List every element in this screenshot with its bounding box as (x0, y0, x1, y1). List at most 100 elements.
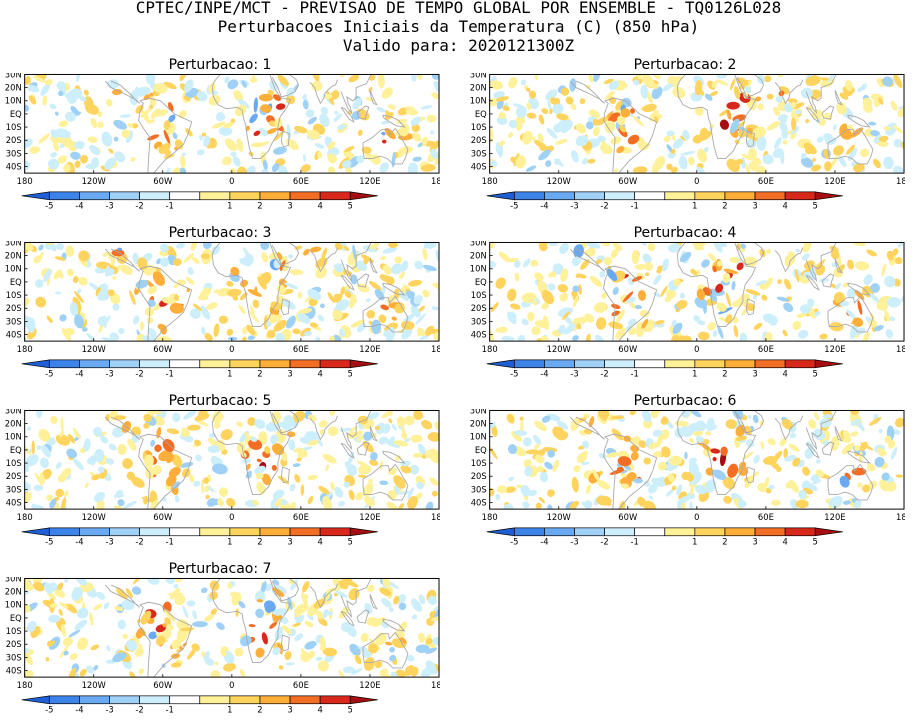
anomaly-cell (800, 152, 807, 159)
anomaly-cell (570, 103, 577, 111)
anomaly-cell (69, 653, 78, 661)
anomaly-cell (595, 116, 609, 126)
anomaly-cell (571, 476, 579, 493)
anomaly-cell (276, 252, 283, 261)
anomaly-cell (24, 464, 30, 473)
anomaly-cell (65, 603, 78, 614)
lon-label: 180 (17, 176, 33, 186)
anomaly-cell (782, 329, 788, 337)
anomaly-cell (633, 478, 644, 484)
colorbar-label: 4 (317, 705, 322, 715)
anomaly-field (24, 74, 440, 174)
colorbar-arrow-left (486, 359, 515, 369)
anomaly-cell (309, 322, 319, 328)
anomaly-cell (368, 280, 382, 291)
colorbar-label: 2 (257, 369, 262, 379)
anomaly-cell (363, 256, 369, 265)
anomaly-cell (248, 624, 256, 628)
anomaly-cell (307, 414, 317, 422)
anomaly-cell (93, 492, 105, 503)
panel-title: Perturbacao: 1 (168, 57, 272, 73)
anomaly-cell (520, 419, 524, 434)
anomaly-cell (523, 459, 532, 468)
anomaly-cell (173, 258, 182, 266)
anomaly-cell (265, 421, 281, 432)
anomaly-cell (716, 260, 723, 267)
coastline (827, 463, 874, 501)
colorbar-label: -1 (166, 201, 174, 211)
anomaly-cell (679, 251, 692, 263)
anomaly-cell (181, 152, 186, 157)
anomaly-cell (381, 120, 390, 125)
colorbar-label: -3 (105, 201, 113, 211)
anomaly-cell (242, 253, 254, 267)
anomaly-cell (802, 466, 811, 476)
anomaly-cell (790, 499, 799, 509)
anomaly-cell (72, 276, 79, 284)
lat-label: EQ (475, 109, 487, 119)
anomaly-cell (330, 481, 335, 491)
anomaly-cell (135, 86, 151, 97)
anomaly-cell (870, 130, 880, 137)
anomaly-cell (846, 309, 856, 320)
anomaly-cell (833, 145, 845, 156)
anomaly-cell (105, 413, 110, 422)
anomaly-cell (220, 649, 227, 657)
anomaly-cell (327, 166, 336, 174)
anomaly-cell (24, 297, 30, 307)
anomaly-cell (394, 669, 406, 678)
anomaly-cell (357, 129, 363, 136)
anomaly-cell (873, 134, 883, 144)
colorbar-segment (289, 695, 321, 705)
lon-label: 60W (153, 176, 172, 186)
coastline (362, 631, 409, 669)
anomaly-cell (333, 592, 338, 597)
anomaly-cell (101, 131, 113, 147)
anomaly-cell (598, 453, 608, 459)
anomaly-cell (535, 466, 545, 473)
anomaly-cell (761, 294, 768, 301)
anomaly-cell (418, 594, 426, 605)
lon-label: 60E (758, 344, 774, 354)
anomaly-cell (335, 299, 350, 311)
anomaly-cell (608, 80, 619, 91)
anomaly-cell (755, 280, 768, 286)
lat-label: 30S (471, 484, 487, 494)
anomaly-cell (407, 654, 415, 662)
anomaly-cell (533, 434, 542, 445)
anomaly-cell (236, 441, 246, 454)
anomaly-cell (730, 118, 740, 134)
anomaly-cell (362, 651, 372, 658)
anomaly-cell (292, 328, 301, 335)
anomaly-cell (665, 488, 675, 497)
anomaly-cell (118, 327, 125, 335)
anomaly-cell (108, 443, 117, 451)
anomaly-cell (711, 81, 718, 88)
colorbar: -5 -4 -3 -2 -1 1 2 3 4 5 (486, 359, 843, 379)
anomaly-cell (385, 439, 400, 448)
anomaly-cell (189, 474, 195, 483)
anomaly-cell (422, 248, 428, 260)
anomaly-cell (189, 308, 201, 319)
anomaly-cell (732, 410, 744, 420)
anomaly-cell (719, 109, 729, 117)
anomaly-cell (387, 104, 396, 110)
anomaly-cell (606, 268, 618, 282)
anomaly-cell (667, 473, 675, 483)
anomaly-cell (498, 140, 506, 147)
anomaly-cell (417, 327, 426, 337)
colorbar: -5 -4 -3 -2 -1 1 2 3 4 5 (486, 527, 843, 547)
anomaly-cell (138, 643, 143, 652)
anomaly-cell (850, 431, 859, 437)
anomaly-cell (894, 417, 905, 428)
anomaly-cell (426, 114, 437, 123)
lon-label: 0 (694, 512, 699, 522)
anomaly-cell (862, 484, 871, 493)
anomaly-cell (84, 482, 89, 488)
anomaly-cell (194, 439, 202, 446)
anomaly-cell (121, 599, 135, 611)
coastline (847, 282, 871, 296)
anomaly-field (24, 410, 440, 510)
lon-label: 120W (547, 176, 571, 186)
